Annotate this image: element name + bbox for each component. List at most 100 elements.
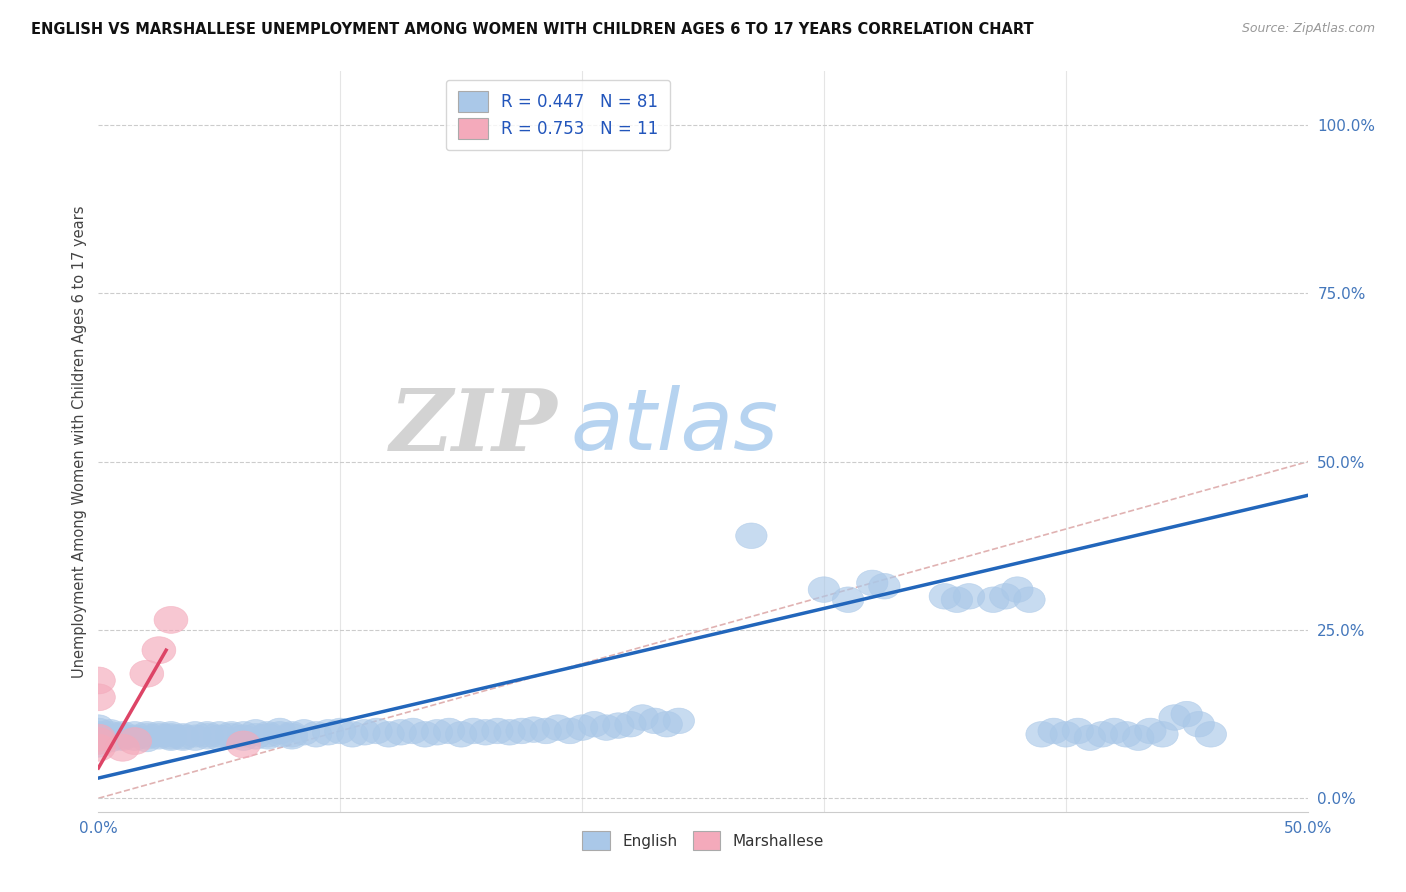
- Ellipse shape: [107, 725, 138, 750]
- Ellipse shape: [1038, 718, 1070, 744]
- Ellipse shape: [240, 723, 271, 749]
- Text: Source: ZipAtlas.com: Source: ZipAtlas.com: [1241, 22, 1375, 36]
- Ellipse shape: [312, 720, 344, 745]
- Legend: English, Marshallese: English, Marshallese: [576, 825, 830, 856]
- Ellipse shape: [83, 723, 114, 749]
- Ellipse shape: [664, 708, 695, 733]
- Ellipse shape: [591, 714, 621, 740]
- Ellipse shape: [252, 723, 284, 749]
- Ellipse shape: [336, 722, 368, 747]
- Ellipse shape: [373, 722, 405, 747]
- Ellipse shape: [105, 734, 139, 761]
- Ellipse shape: [832, 587, 863, 613]
- Ellipse shape: [578, 712, 610, 737]
- Ellipse shape: [482, 718, 513, 744]
- Ellipse shape: [204, 722, 235, 747]
- Ellipse shape: [543, 714, 574, 740]
- Ellipse shape: [215, 722, 247, 747]
- Ellipse shape: [1050, 722, 1081, 747]
- Ellipse shape: [142, 637, 176, 664]
- Text: atlas: atlas: [569, 385, 778, 468]
- Ellipse shape: [143, 723, 174, 749]
- Ellipse shape: [83, 731, 114, 757]
- Ellipse shape: [603, 713, 634, 739]
- Ellipse shape: [240, 720, 271, 745]
- Ellipse shape: [349, 720, 380, 745]
- Ellipse shape: [264, 722, 295, 747]
- Ellipse shape: [1062, 718, 1094, 744]
- Ellipse shape: [325, 718, 356, 744]
- Ellipse shape: [856, 570, 889, 596]
- Ellipse shape: [409, 722, 440, 747]
- Ellipse shape: [941, 587, 973, 613]
- Ellipse shape: [83, 718, 114, 744]
- Ellipse shape: [155, 725, 187, 750]
- Ellipse shape: [167, 723, 198, 749]
- Ellipse shape: [470, 720, 501, 745]
- Ellipse shape: [929, 583, 960, 609]
- Ellipse shape: [226, 731, 260, 758]
- Ellipse shape: [131, 723, 163, 749]
- Ellipse shape: [228, 722, 259, 747]
- Ellipse shape: [977, 587, 1010, 613]
- Ellipse shape: [396, 718, 429, 744]
- Ellipse shape: [301, 722, 332, 747]
- Ellipse shape: [288, 720, 319, 745]
- Ellipse shape: [735, 523, 768, 549]
- Ellipse shape: [120, 725, 150, 750]
- Ellipse shape: [215, 723, 247, 749]
- Ellipse shape: [1195, 722, 1226, 747]
- Ellipse shape: [83, 728, 114, 754]
- Ellipse shape: [276, 723, 308, 749]
- Ellipse shape: [131, 722, 163, 747]
- Ellipse shape: [567, 714, 598, 740]
- Ellipse shape: [82, 724, 115, 751]
- Ellipse shape: [264, 718, 295, 744]
- Ellipse shape: [651, 712, 682, 737]
- Ellipse shape: [457, 718, 489, 744]
- Ellipse shape: [191, 723, 224, 749]
- Ellipse shape: [1182, 712, 1215, 737]
- Ellipse shape: [180, 722, 211, 747]
- Ellipse shape: [83, 725, 114, 750]
- Ellipse shape: [204, 725, 235, 750]
- Ellipse shape: [1171, 701, 1202, 727]
- Ellipse shape: [82, 728, 115, 755]
- Ellipse shape: [120, 722, 150, 747]
- Ellipse shape: [155, 607, 188, 633]
- Ellipse shape: [143, 722, 174, 747]
- Ellipse shape: [129, 660, 163, 687]
- Ellipse shape: [614, 712, 647, 737]
- Ellipse shape: [1001, 577, 1033, 602]
- Ellipse shape: [94, 726, 127, 752]
- Ellipse shape: [808, 577, 839, 602]
- Ellipse shape: [107, 723, 138, 749]
- Ellipse shape: [422, 720, 453, 745]
- Ellipse shape: [155, 722, 187, 747]
- Ellipse shape: [82, 684, 115, 711]
- Ellipse shape: [506, 718, 537, 744]
- Ellipse shape: [1147, 722, 1178, 747]
- Ellipse shape: [83, 714, 114, 740]
- Ellipse shape: [953, 583, 984, 609]
- Text: ENGLISH VS MARSHALLESE UNEMPLOYMENT AMONG WOMEN WITH CHILDREN AGES 6 TO 17 YEARS: ENGLISH VS MARSHALLESE UNEMPLOYMENT AMON…: [31, 22, 1033, 37]
- Ellipse shape: [82, 667, 115, 694]
- Text: ZIP: ZIP: [389, 385, 558, 468]
- Ellipse shape: [494, 720, 526, 745]
- Ellipse shape: [990, 583, 1021, 609]
- Ellipse shape: [107, 722, 138, 747]
- Ellipse shape: [530, 718, 561, 744]
- Ellipse shape: [1074, 725, 1105, 750]
- Ellipse shape: [252, 722, 284, 747]
- Ellipse shape: [155, 723, 187, 749]
- Ellipse shape: [627, 705, 658, 731]
- Ellipse shape: [361, 718, 392, 744]
- Y-axis label: Unemployment Among Women with Children Ages 6 to 17 years: Unemployment Among Women with Children A…: [72, 205, 87, 678]
- Ellipse shape: [1159, 705, 1191, 731]
- Ellipse shape: [83, 722, 114, 747]
- Ellipse shape: [638, 708, 671, 733]
- Ellipse shape: [118, 728, 152, 755]
- Ellipse shape: [180, 725, 211, 750]
- Ellipse shape: [433, 718, 465, 744]
- Ellipse shape: [1014, 587, 1045, 613]
